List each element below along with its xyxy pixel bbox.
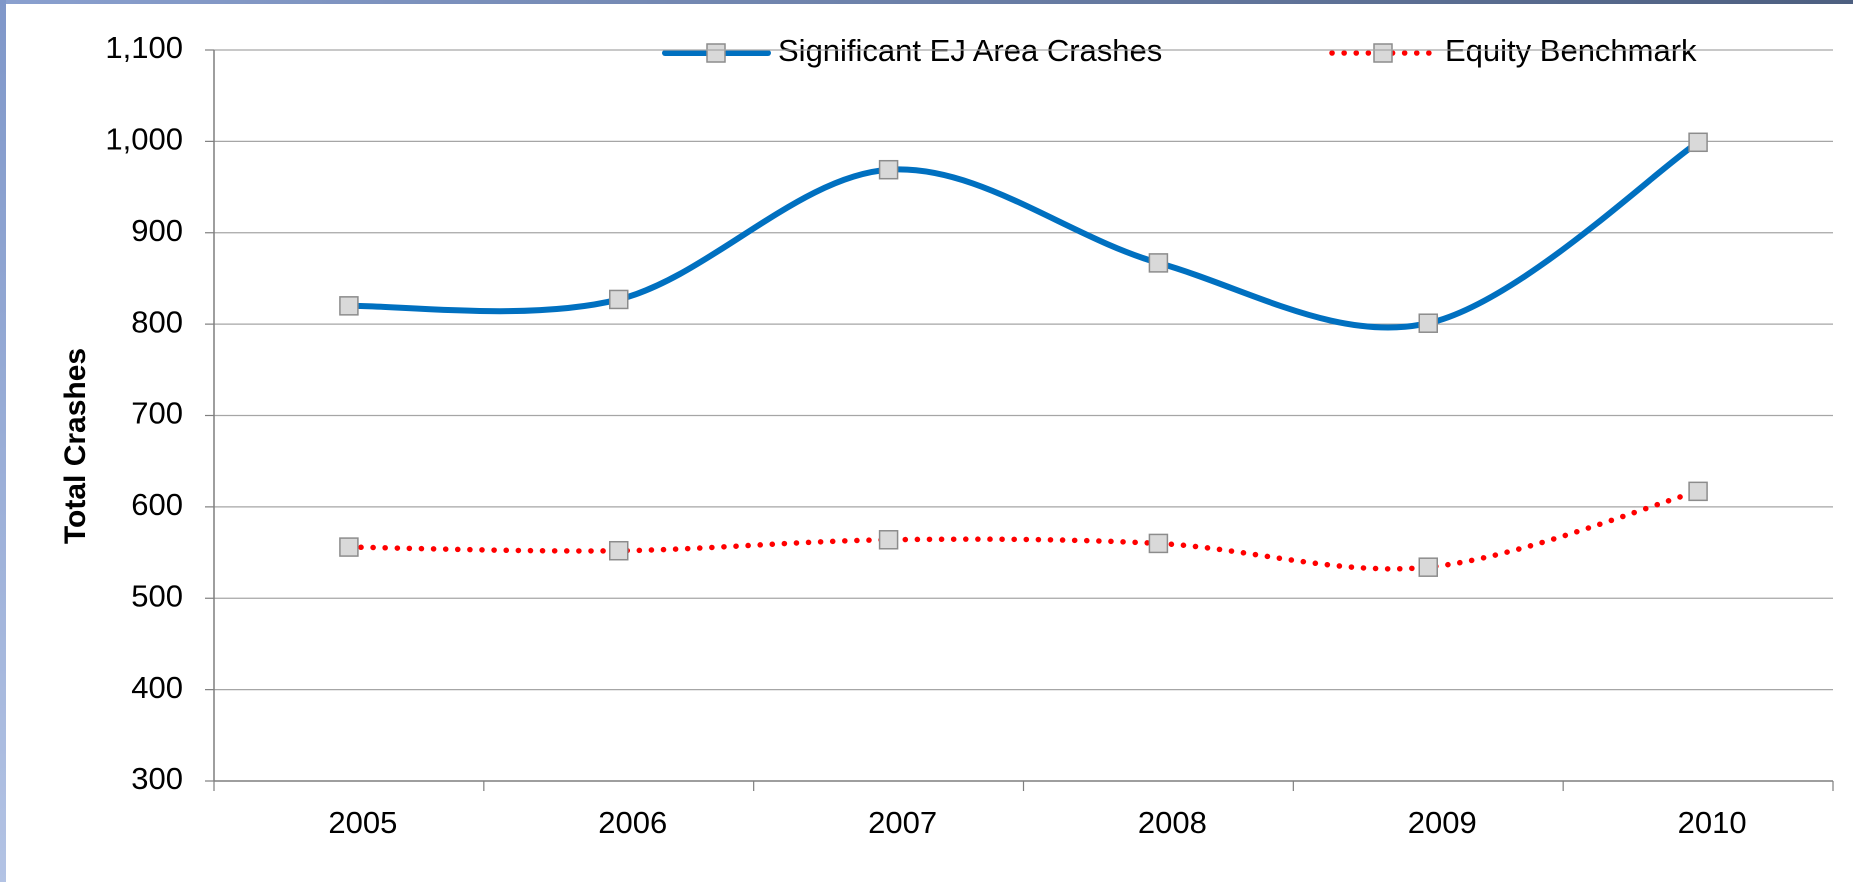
top-edge xyxy=(0,0,1853,4)
marker xyxy=(878,159,899,180)
legend-marker xyxy=(1373,43,1393,63)
series-line xyxy=(345,139,1702,331)
marker xyxy=(1148,253,1169,273)
y-tick-label: 900 xyxy=(131,213,183,248)
marker xyxy=(339,537,359,557)
marker xyxy=(1418,313,1438,333)
marker xyxy=(878,530,899,550)
legend-marker xyxy=(706,43,726,63)
legend: Significant EJ Area Crashes Equity Benchm… xyxy=(662,33,1697,68)
marker xyxy=(339,296,359,316)
x-tick-label: 2010 xyxy=(1678,805,1747,840)
x-tick-label: 2005 xyxy=(328,805,397,840)
marker xyxy=(1688,481,1708,502)
legend-label: Significant EJ Area Crashes xyxy=(778,33,1162,68)
marker xyxy=(1418,557,1438,577)
y-tick-label: 700 xyxy=(131,396,183,431)
x-tick-label: 2009 xyxy=(1408,805,1477,840)
y-tick-label: 800 xyxy=(131,304,183,339)
x-tick-label: 2006 xyxy=(598,805,667,840)
marker xyxy=(1688,132,1708,153)
y-tick-label: 400 xyxy=(131,670,183,705)
y-tick-label: 300 xyxy=(131,761,183,796)
y-tick-label: 500 xyxy=(131,578,183,613)
y-axis-title: Total Crashes xyxy=(59,348,92,544)
x-tick-label: 2007 xyxy=(868,805,937,840)
y-tick-label: 600 xyxy=(131,487,183,522)
left-edge xyxy=(0,0,6,882)
marker xyxy=(609,289,629,310)
marker xyxy=(609,540,629,561)
legend-label: Equity Benchmark xyxy=(1445,33,1697,68)
marker xyxy=(1148,533,1169,554)
series-line xyxy=(346,488,1701,572)
x-tick-label: 2008 xyxy=(1138,805,1207,840)
y-tick-label: 1,100 xyxy=(105,30,183,65)
y-tick-label: 1,000 xyxy=(105,122,183,157)
